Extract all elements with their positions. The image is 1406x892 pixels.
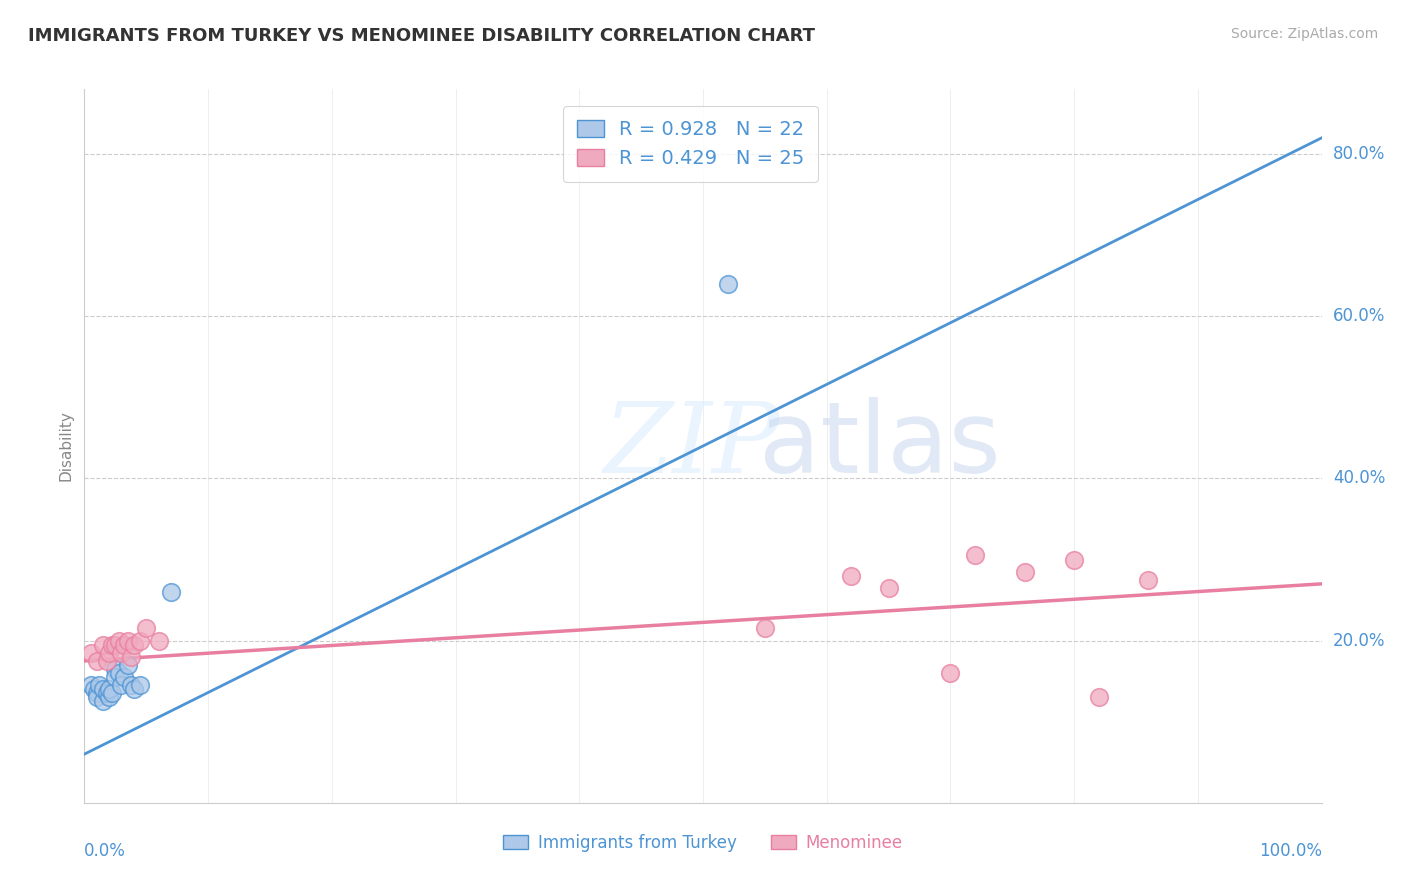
- Point: [100, 638, 122, 652]
- Text: 60.0%: 60.0%: [1333, 307, 1385, 326]
- Point: [110, 646, 132, 660]
- Point: [841, 568, 863, 582]
- Point: [122, 682, 145, 697]
- Point: [98, 690, 121, 705]
- Point: [108, 666, 131, 681]
- Point: [79, 646, 101, 660]
- Point: [83, 682, 105, 697]
- Text: IMMIGRANTS FROM TURKEY VS MENOMINEE DISABILITY CORRELATION CHART: IMMIGRANTS FROM TURKEY VS MENOMINEE DISA…: [28, 27, 815, 45]
- Point: [112, 638, 135, 652]
- Point: [110, 678, 132, 692]
- Point: [112, 670, 135, 684]
- Text: 40.0%: 40.0%: [1333, 469, 1385, 487]
- Point: [79, 678, 101, 692]
- Point: [160, 585, 183, 599]
- Point: [1088, 690, 1111, 705]
- Text: Source: ZipAtlas.com: Source: ZipAtlas.com: [1230, 27, 1378, 41]
- Point: [129, 633, 152, 648]
- Y-axis label: Disability: Disability: [58, 410, 73, 482]
- Legend: Immigrants from Turkey, Menominee: Immigrants from Turkey, Menominee: [496, 828, 910, 859]
- Point: [96, 686, 118, 700]
- Point: [98, 646, 121, 660]
- Point: [1014, 565, 1036, 579]
- Point: [86, 690, 108, 705]
- Point: [91, 694, 114, 708]
- Point: [104, 638, 127, 652]
- Text: ZIP: ZIP: [605, 399, 780, 493]
- Point: [1063, 552, 1085, 566]
- Point: [104, 662, 127, 676]
- Text: 20.0%: 20.0%: [1333, 632, 1385, 649]
- Point: [965, 549, 987, 563]
- Point: [98, 682, 121, 697]
- Point: [108, 633, 131, 648]
- Text: 80.0%: 80.0%: [1333, 145, 1385, 163]
- Text: 100.0%: 100.0%: [1258, 842, 1322, 860]
- Point: [122, 638, 145, 652]
- Point: [86, 654, 108, 668]
- Point: [89, 678, 111, 692]
- Text: atlas: atlas: [759, 398, 1000, 494]
- Point: [96, 654, 118, 668]
- Point: [877, 581, 900, 595]
- Point: [100, 686, 122, 700]
- Point: [117, 657, 139, 672]
- Point: [91, 682, 114, 697]
- Text: 0.0%: 0.0%: [84, 842, 127, 860]
- Point: [120, 649, 142, 664]
- Point: [120, 678, 142, 692]
- Point: [117, 633, 139, 648]
- Point: [91, 638, 114, 652]
- Point: [104, 670, 127, 684]
- Point: [148, 633, 170, 648]
- Point: [86, 686, 108, 700]
- Point: [717, 277, 740, 291]
- Point: [939, 666, 962, 681]
- Point: [129, 678, 152, 692]
- Point: [754, 622, 776, 636]
- Point: [135, 622, 157, 636]
- Point: [1137, 573, 1160, 587]
